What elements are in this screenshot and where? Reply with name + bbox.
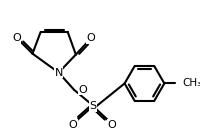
Text: CH₃: CH₃: [181, 78, 200, 88]
Text: N: N: [54, 68, 63, 78]
Text: O: O: [68, 120, 77, 130]
Text: O: O: [78, 85, 87, 95]
Text: O: O: [86, 33, 95, 43]
Text: S: S: [89, 101, 96, 111]
Text: O: O: [107, 120, 116, 130]
Text: O: O: [12, 33, 21, 43]
